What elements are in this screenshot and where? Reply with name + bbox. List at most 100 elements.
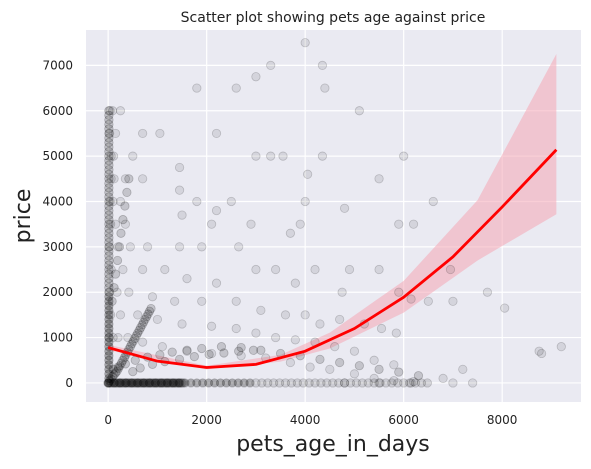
- scatter-point: [219, 348, 229, 358]
- scatter-point: [322, 378, 332, 388]
- scatter-point: [126, 378, 136, 388]
- scatter-point: [104, 269, 114, 279]
- scatter-point: [114, 242, 125, 252]
- scatter-point: [317, 60, 328, 70]
- scatter-point: [207, 348, 217, 359]
- scatter-point: [118, 355, 128, 365]
- y-tick-label: 7000: [42, 58, 73, 72]
- scatter-point: [263, 378, 273, 388]
- scatter-point: [135, 378, 145, 388]
- scatter-point: [266, 60, 276, 70]
- scatter-point: [104, 278, 114, 288]
- scatter-point: [468, 378, 478, 388]
- scatter-point: [104, 183, 114, 193]
- scatter-point: [174, 378, 184, 388]
- scatter-point: [104, 287, 114, 297]
- scatter-point: [129, 378, 139, 388]
- scatter-point: [104, 196, 114, 207]
- scatter-point: [104, 219, 114, 229]
- scatter-point: [556, 342, 566, 352]
- scatter-point: [150, 378, 160, 388]
- scatter-point: [110, 269, 121, 279]
- scatter-point: [231, 323, 241, 334]
- scatter-point: [106, 264, 116, 275]
- scatter-point: [156, 378, 166, 388]
- scatter-point: [132, 378, 142, 388]
- scatter-point: [104, 264, 114, 275]
- scatter-point: [104, 228, 114, 238]
- scatter-point: [104, 205, 114, 216]
- scatter-point: [104, 187, 114, 198]
- scatter-point: [303, 169, 313, 179]
- scatter-point: [110, 378, 120, 388]
- scatter-point: [197, 296, 207, 306]
- scatter-point: [139, 378, 149, 388]
- scatter-point: [192, 196, 202, 207]
- scatter-point: [186, 378, 196, 388]
- scatter-point: [138, 128, 148, 139]
- scatter-point: [172, 378, 182, 388]
- scatter-point: [339, 378, 350, 388]
- scatter-point: [170, 296, 180, 306]
- scatter-point: [104, 215, 114, 225]
- scatter-point: [178, 378, 188, 388]
- scatter-point: [177, 210, 187, 220]
- scatter-point: [234, 346, 244, 356]
- scatter-point: [153, 378, 163, 388]
- scatter-point: [143, 309, 153, 319]
- scatter-point: [112, 255, 123, 266]
- scatter-point: [104, 360, 114, 370]
- scatter-point: [349, 369, 360, 379]
- scatter-point: [305, 362, 315, 372]
- scatter-point: [128, 151, 138, 161]
- scatter-point: [125, 242, 135, 252]
- scatter-point: [127, 339, 137, 349]
- scatter-point: [271, 332, 281, 343]
- scatter-point: [155, 350, 165, 360]
- scatter-point: [115, 378, 125, 388]
- scatter-point: [280, 378, 291, 388]
- scatter-point: [138, 264, 148, 275]
- scatter-point: [104, 364, 114, 374]
- scatter-point: [374, 264, 384, 275]
- scatter-point: [127, 378, 137, 388]
- scatter-point: [128, 336, 138, 346]
- scatter-point: [399, 151, 409, 161]
- scatter-point: [104, 246, 114, 256]
- scatter-point: [278, 151, 288, 161]
- scatter-point: [375, 378, 385, 388]
- scatter-point: [140, 378, 150, 388]
- scatter-point: [389, 376, 399, 386]
- scatter-point: [112, 366, 122, 376]
- scatter-point: [138, 174, 148, 184]
- scatter-point: [354, 106, 364, 116]
- scatter-point: [204, 378, 214, 388]
- scatter-point: [399, 378, 409, 388]
- scatter-point: [211, 205, 222, 216]
- scatter-point: [105, 128, 115, 139]
- scatter-point: [116, 358, 127, 368]
- scatter-point: [123, 332, 133, 343]
- scatter-point: [104, 255, 114, 266]
- scatter-point: [285, 228, 295, 238]
- scatter-point: [216, 342, 227, 352]
- scatter-point: [422, 378, 432, 388]
- scatter-point: [104, 128, 114, 139]
- y-axis-label: price: [11, 189, 36, 244]
- scatter-point: [103, 378, 113, 388]
- scatter-point: [351, 378, 361, 388]
- scatter-point: [227, 378, 237, 388]
- scatter-point: [211, 128, 222, 139]
- scatter-point: [156, 378, 166, 388]
- scatter-point: [168, 378, 178, 388]
- scatter-point: [413, 371, 424, 381]
- scatter-point: [104, 251, 114, 261]
- scatter-point: [376, 323, 387, 334]
- scatter-point: [266, 151, 276, 161]
- scatter-point: [105, 376, 115, 386]
- scatter-point: [168, 378, 178, 388]
- scatter-point: [408, 219, 419, 229]
- scatter-point: [209, 378, 220, 388]
- scatter-point: [231, 296, 241, 306]
